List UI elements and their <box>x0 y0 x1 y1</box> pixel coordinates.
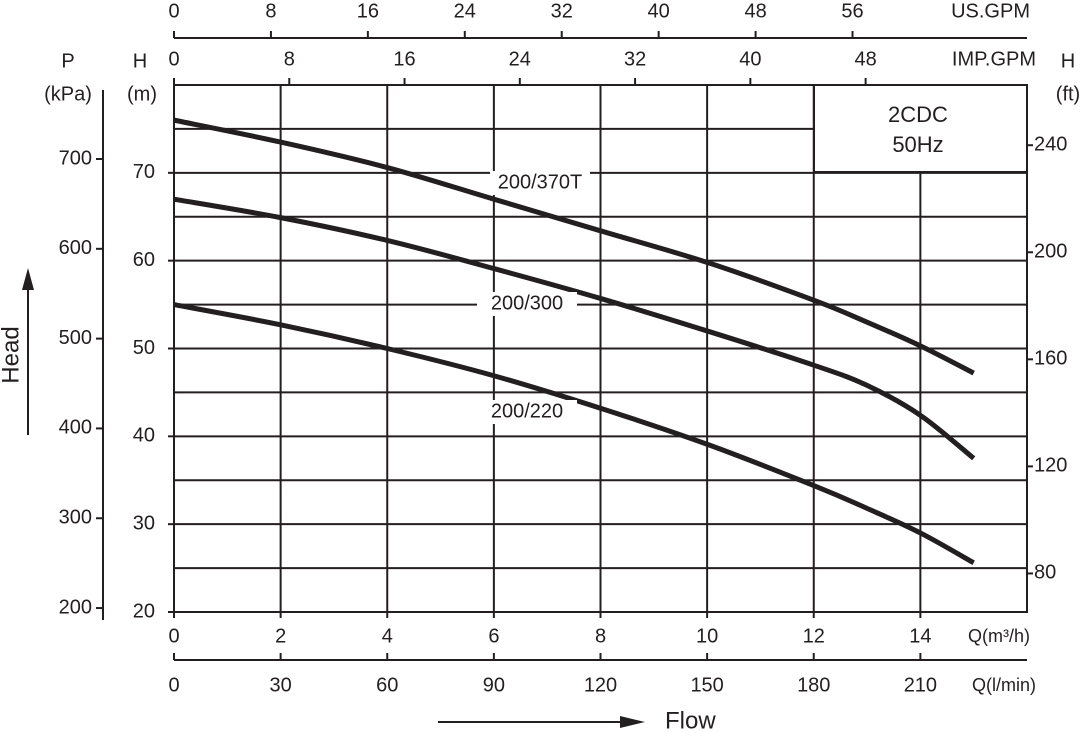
impgpm-tick-label: 0 <box>168 48 179 70</box>
y-tick-label: 50 <box>133 337 155 359</box>
y-tick-label: 20 <box>133 600 155 622</box>
x-tick-label: 10 <box>696 625 718 647</box>
y-unit: (m) <box>127 83 157 105</box>
curve <box>173 117 975 376</box>
usgpm-tick-label: 24 <box>454 0 476 22</box>
head-arrow-head <box>22 268 34 290</box>
usgpm-label: US.GPM <box>951 0 1030 22</box>
x-tick-label: 6 <box>488 625 499 647</box>
lpm-tick-label: 0 <box>168 674 179 696</box>
ft-tick-label: 80 <box>1034 562 1056 584</box>
lpm-tick-label: 150 <box>690 674 723 696</box>
x-tick-label: 2 <box>275 625 286 647</box>
annotation: 50Hz <box>892 132 943 157</box>
y-tick-label: 70 <box>133 161 155 183</box>
curve-label: 200/370T <box>498 171 583 193</box>
kpa-label: P <box>61 50 74 72</box>
usgpm-tick-label: 40 <box>648 0 670 22</box>
lpm-tick-label: 60 <box>376 674 398 696</box>
usgpm-tick-label: 48 <box>744 0 766 22</box>
usgpm-tick-label: 8 <box>265 0 276 22</box>
impgpm-tick-label: 48 <box>854 48 876 70</box>
impgpm-tick-label: 16 <box>393 48 415 70</box>
annotation: 2CDC <box>888 102 948 127</box>
ft-tick-label: 200 <box>1034 241 1067 263</box>
y-label: H <box>133 50 147 72</box>
ft-tick-label: 240 <box>1034 134 1067 156</box>
curve <box>173 196 976 461</box>
x-tick-label: 8 <box>595 625 606 647</box>
usgpm-tick-label: 32 <box>551 0 573 22</box>
kpa-tick-label: 500 <box>59 327 92 349</box>
x-tick-label: 14 <box>909 625 931 647</box>
y-title: Head <box>0 326 24 383</box>
kpa-tick-label: 700 <box>59 147 92 169</box>
y-tick-label: 30 <box>133 512 155 534</box>
kpa-unit: (kPa) <box>44 83 92 105</box>
lpm-tick-label: 120 <box>584 674 617 696</box>
x-tick-label: 4 <box>382 625 393 647</box>
y-tick-label: 40 <box>133 425 155 447</box>
impgpm-tick-label: 8 <box>284 48 295 70</box>
flow-arrow-head <box>620 716 645 728</box>
impgpm-tick-label: 24 <box>509 48 531 70</box>
lpm-tick-label: 90 <box>483 674 505 696</box>
curve-label: 200/220 <box>491 400 563 422</box>
curve-label-bg <box>477 292 577 316</box>
usgpm-tick-label: 0 <box>168 0 179 22</box>
y-tick-label: 60 <box>133 249 155 271</box>
ft-label: H <box>1061 50 1075 72</box>
usgpm-tick-label: 16 <box>357 0 379 22</box>
ft-unit: (ft) <box>1056 83 1080 105</box>
kpa-tick-label: 400 <box>59 417 92 439</box>
annotation-box <box>813 84 1028 173</box>
impgpm-tick-label: 32 <box>624 48 646 70</box>
curve <box>173 302 975 565</box>
x-tick-label: 0 <box>168 625 179 647</box>
x-label: Q(m³/h) <box>968 626 1030 646</box>
curve-label: 200/300 <box>491 292 563 314</box>
x-title: Flow <box>665 707 716 733</box>
kpa-tick-label: 300 <box>59 507 92 529</box>
curve-label-bg <box>477 400 577 424</box>
lpm-tick-label: 180 <box>797 674 830 696</box>
lpm-tick-label: 210 <box>904 674 937 696</box>
ft-tick-label: 120 <box>1034 455 1067 477</box>
lpm-tick-label: 30 <box>270 674 292 696</box>
kpa-tick-label: 600 <box>59 237 92 259</box>
curve-label-bg <box>490 171 590 195</box>
lpm-label: Q(l/min) <box>972 675 1036 695</box>
kpa-tick-label: 200 <box>59 596 92 618</box>
impgpm-label: IMP.GPM <box>952 48 1036 70</box>
impgpm-tick-label: 40 <box>739 48 761 70</box>
x-tick-label: 12 <box>803 625 825 647</box>
usgpm-tick-label: 56 <box>841 0 863 22</box>
ft-tick-label: 160 <box>1034 348 1067 370</box>
